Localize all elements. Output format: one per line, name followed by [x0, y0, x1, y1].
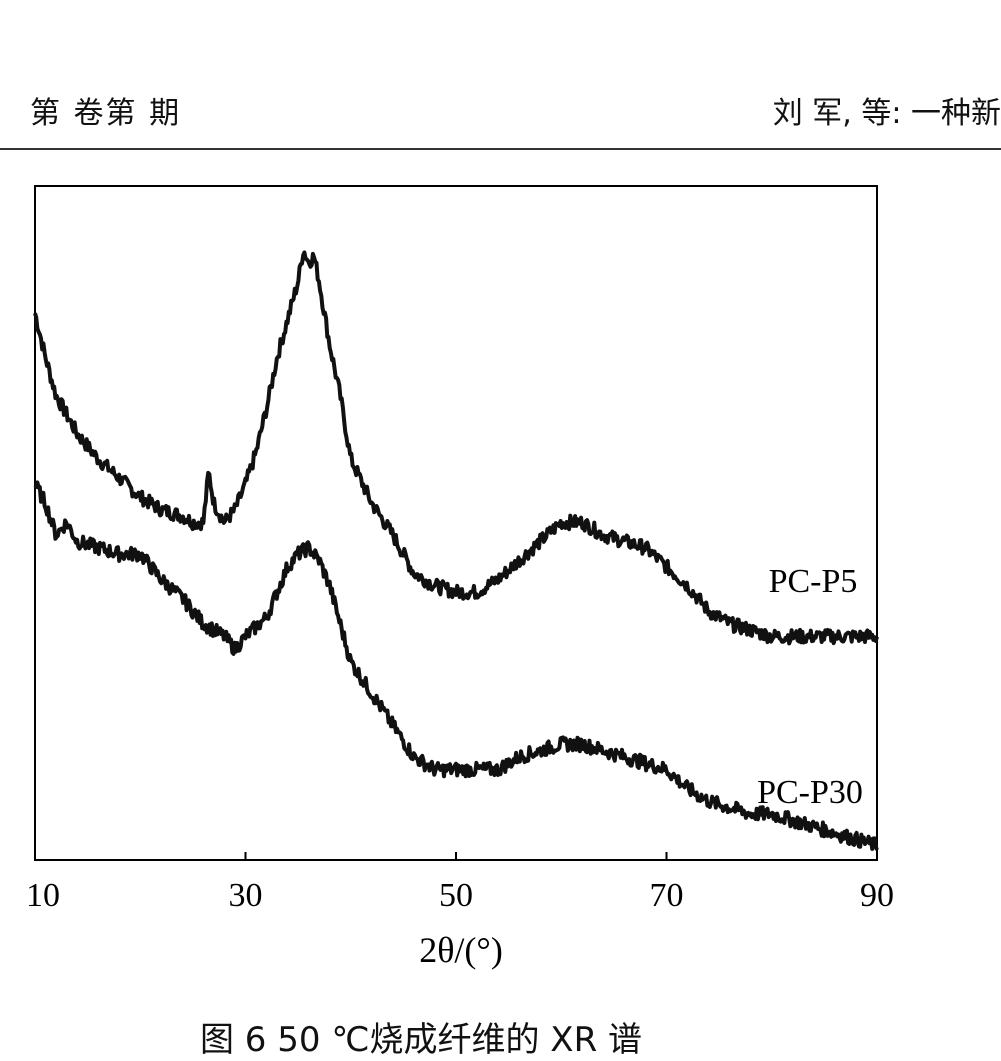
header-rule	[0, 148, 1001, 150]
labels-layer: PC-P5 PC-P30	[757, 563, 863, 811]
figure-caption: 图 6 50 ℃烧成纤维的 XR 谱	[200, 1020, 643, 1060]
header-authors-title: 刘 军, 等: 一种新	[772, 96, 1001, 131]
x-tick-label: 50	[439, 877, 473, 914]
x-tick-label: 10	[26, 877, 60, 914]
series-layer	[33, 250, 879, 851]
x-axis-label: 2θ/(°)	[419, 930, 503, 970]
xrd-chart: 10 30 50 70 90 PC-P5 PC-P30 2θ/(°)	[26, 185, 894, 970]
plot-frame	[34, 185, 878, 861]
header-volume-issue: 第 卷第 期	[30, 96, 182, 131]
running-head: 第 卷第 期 刘 军, 等: 一种新	[0, 0, 1001, 150]
x-tick-label: 70	[650, 877, 684, 914]
series-label-pc-p30: PC-P30	[757, 774, 863, 811]
x-tick-label: 90	[860, 877, 894, 914]
series-line-pc-p30	[33, 480, 879, 851]
x-axis-ticks: 10 30 50 70 90	[26, 852, 894, 914]
series-line-pc-p5	[33, 250, 879, 646]
x-tick-label: 30	[229, 877, 263, 914]
series-label-pc-p5: PC-P5	[769, 563, 858, 600]
